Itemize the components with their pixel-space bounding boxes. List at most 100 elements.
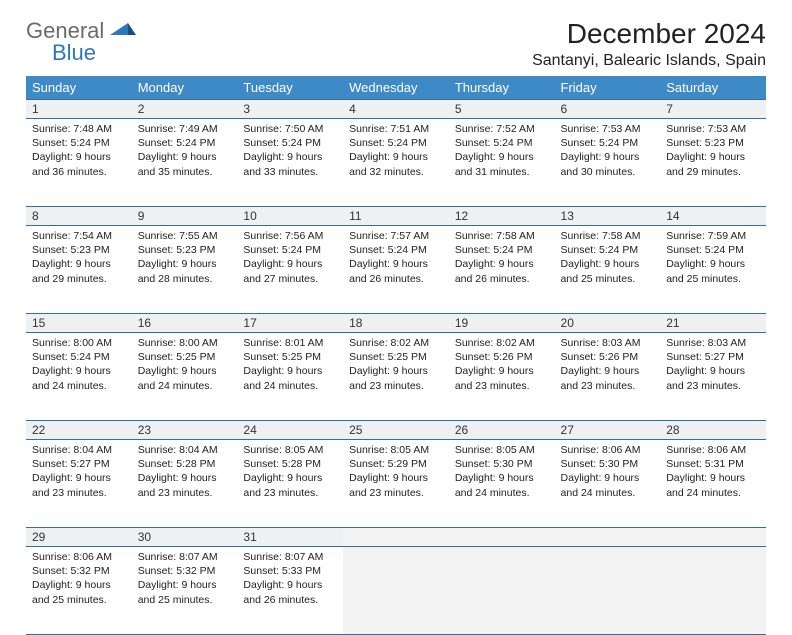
day-cell bbox=[555, 547, 661, 635]
daylight-line: Daylight: 9 hours and 23 minutes. bbox=[561, 364, 655, 392]
sunset-line: Sunset: 5:32 PM bbox=[32, 564, 126, 578]
day-number-cell: 22 bbox=[26, 421, 132, 440]
day-number-cell: 4 bbox=[343, 100, 449, 119]
sunset-line: Sunset: 5:27 PM bbox=[666, 350, 760, 364]
day-number-cell: 7 bbox=[660, 100, 766, 119]
sunrise-line: Sunrise: 8:05 AM bbox=[243, 443, 337, 457]
day-number: 27 bbox=[561, 423, 574, 437]
day-cell: Sunrise: 7:53 AMSunset: 5:24 PMDaylight:… bbox=[555, 119, 661, 207]
weekday-header-row: Sunday Monday Tuesday Wednesday Thursday… bbox=[26, 76, 766, 100]
day-number: 16 bbox=[138, 316, 151, 330]
day-number-cell: 24 bbox=[237, 421, 343, 440]
day-number-cell: 12 bbox=[449, 207, 555, 226]
day-number-cell: 2 bbox=[132, 100, 238, 119]
day-number: 30 bbox=[138, 530, 151, 544]
day-number: 22 bbox=[32, 423, 45, 437]
sunset-line: Sunset: 5:24 PM bbox=[349, 136, 443, 150]
day-number-cell: 29 bbox=[26, 528, 132, 547]
daylight-line: Daylight: 9 hours and 24 minutes. bbox=[666, 471, 760, 499]
daylight-line: Daylight: 9 hours and 23 minutes. bbox=[349, 471, 443, 499]
day-number-row: 29 30 31 bbox=[26, 528, 766, 547]
sunrise-line: Sunrise: 8:06 AM bbox=[561, 443, 655, 457]
sunrise-line: Sunrise: 8:03 AM bbox=[561, 336, 655, 350]
day-cell: Sunrise: 8:05 AMSunset: 5:29 PMDaylight:… bbox=[343, 440, 449, 528]
day-number-cell bbox=[343, 528, 449, 547]
day-cell: Sunrise: 7:49 AMSunset: 5:24 PMDaylight:… bbox=[132, 119, 238, 207]
daylight-line: Daylight: 9 hours and 31 minutes. bbox=[455, 150, 549, 178]
daylight-line: Daylight: 9 hours and 25 minutes. bbox=[561, 257, 655, 285]
day-number: 28 bbox=[666, 423, 679, 437]
sunrise-line: Sunrise: 8:02 AM bbox=[455, 336, 549, 350]
brand-part2: Blue bbox=[52, 40, 96, 66]
daylight-line: Daylight: 9 hours and 33 minutes. bbox=[243, 150, 337, 178]
weekday-head: Sunday bbox=[26, 76, 132, 100]
day-number: 24 bbox=[243, 423, 256, 437]
day-number-cell: 23 bbox=[132, 421, 238, 440]
sunset-line: Sunset: 5:23 PM bbox=[138, 243, 232, 257]
sunset-line: Sunset: 5:23 PM bbox=[32, 243, 126, 257]
day-number-cell: 25 bbox=[343, 421, 449, 440]
daylight-line: Daylight: 9 hours and 24 minutes. bbox=[561, 471, 655, 499]
daylight-line: Daylight: 9 hours and 32 minutes. bbox=[349, 150, 443, 178]
day-cell: Sunrise: 8:03 AMSunset: 5:27 PMDaylight:… bbox=[660, 333, 766, 421]
sunrise-line: Sunrise: 7:57 AM bbox=[349, 229, 443, 243]
daylight-line: Daylight: 9 hours and 27 minutes. bbox=[243, 257, 337, 285]
day-number-cell: 8 bbox=[26, 207, 132, 226]
sunset-line: Sunset: 5:30 PM bbox=[561, 457, 655, 471]
brand-mark-icon bbox=[110, 19, 136, 44]
daylight-line: Daylight: 9 hours and 23 minutes. bbox=[349, 364, 443, 392]
day-number-cell: 5 bbox=[449, 100, 555, 119]
daylight-line: Daylight: 9 hours and 26 minutes. bbox=[349, 257, 443, 285]
daylight-line: Daylight: 9 hours and 25 minutes. bbox=[666, 257, 760, 285]
day-cell: Sunrise: 8:03 AMSunset: 5:26 PMDaylight:… bbox=[555, 333, 661, 421]
daylight-line: Daylight: 9 hours and 36 minutes. bbox=[32, 150, 126, 178]
day-number-cell: 3 bbox=[237, 100, 343, 119]
day-number-cell bbox=[449, 528, 555, 547]
header: General Blue December 2024 Santanyi, Bal… bbox=[26, 18, 766, 70]
day-cell: Sunrise: 7:57 AMSunset: 5:24 PMDaylight:… bbox=[343, 226, 449, 314]
weekday-head: Thursday bbox=[449, 76, 555, 100]
sunset-line: Sunset: 5:26 PM bbox=[455, 350, 549, 364]
sunrise-line: Sunrise: 7:52 AM bbox=[455, 122, 549, 136]
sunset-line: Sunset: 5:24 PM bbox=[243, 243, 337, 257]
day-number: 10 bbox=[243, 209, 256, 223]
day-number: 17 bbox=[243, 316, 256, 330]
day-cell: Sunrise: 8:00 AMSunset: 5:24 PMDaylight:… bbox=[26, 333, 132, 421]
sunset-line: Sunset: 5:25 PM bbox=[349, 350, 443, 364]
day-number-cell: 11 bbox=[343, 207, 449, 226]
sunset-line: Sunset: 5:32 PM bbox=[138, 564, 232, 578]
day-content-row: Sunrise: 8:00 AMSunset: 5:24 PMDaylight:… bbox=[26, 333, 766, 421]
sunrise-line: Sunrise: 7:55 AM bbox=[138, 229, 232, 243]
day-content-row: Sunrise: 8:06 AMSunset: 5:32 PMDaylight:… bbox=[26, 547, 766, 635]
day-cell: Sunrise: 8:07 AMSunset: 5:32 PMDaylight:… bbox=[132, 547, 238, 635]
day-cell: Sunrise: 8:06 AMSunset: 5:30 PMDaylight:… bbox=[555, 440, 661, 528]
daylight-line: Daylight: 9 hours and 23 minutes. bbox=[32, 471, 126, 499]
day-number-cell: 6 bbox=[555, 100, 661, 119]
day-content-row: Sunrise: 8:04 AMSunset: 5:27 PMDaylight:… bbox=[26, 440, 766, 528]
sunrise-line: Sunrise: 8:07 AM bbox=[138, 550, 232, 564]
day-number: 31 bbox=[243, 530, 256, 544]
daylight-line: Daylight: 9 hours and 29 minutes. bbox=[32, 257, 126, 285]
calendar-table: Sunday Monday Tuesday Wednesday Thursday… bbox=[26, 76, 766, 635]
daylight-line: Daylight: 9 hours and 23 minutes. bbox=[243, 471, 337, 499]
sunset-line: Sunset: 5:31 PM bbox=[666, 457, 760, 471]
daylight-line: Daylight: 9 hours and 23 minutes. bbox=[455, 364, 549, 392]
day-cell: Sunrise: 8:00 AMSunset: 5:25 PMDaylight:… bbox=[132, 333, 238, 421]
day-number: 20 bbox=[561, 316, 574, 330]
sunrise-line: Sunrise: 8:06 AM bbox=[666, 443, 760, 457]
sunrise-line: Sunrise: 7:59 AM bbox=[666, 229, 760, 243]
day-number: 6 bbox=[561, 102, 568, 116]
day-number: 1 bbox=[32, 102, 39, 116]
sunrise-line: Sunrise: 8:00 AM bbox=[138, 336, 232, 350]
sunrise-line: Sunrise: 8:05 AM bbox=[455, 443, 549, 457]
sunset-line: Sunset: 5:28 PM bbox=[243, 457, 337, 471]
day-number-cell: 31 bbox=[237, 528, 343, 547]
day-number: 12 bbox=[455, 209, 468, 223]
day-cell: Sunrise: 7:55 AMSunset: 5:23 PMDaylight:… bbox=[132, 226, 238, 314]
daylight-line: Daylight: 9 hours and 24 minutes. bbox=[455, 471, 549, 499]
day-number: 7 bbox=[666, 102, 673, 116]
sunset-line: Sunset: 5:26 PM bbox=[561, 350, 655, 364]
sunrise-line: Sunrise: 7:48 AM bbox=[32, 122, 126, 136]
day-cell: Sunrise: 7:51 AMSunset: 5:24 PMDaylight:… bbox=[343, 119, 449, 207]
day-number-row: 15161718192021 bbox=[26, 314, 766, 333]
